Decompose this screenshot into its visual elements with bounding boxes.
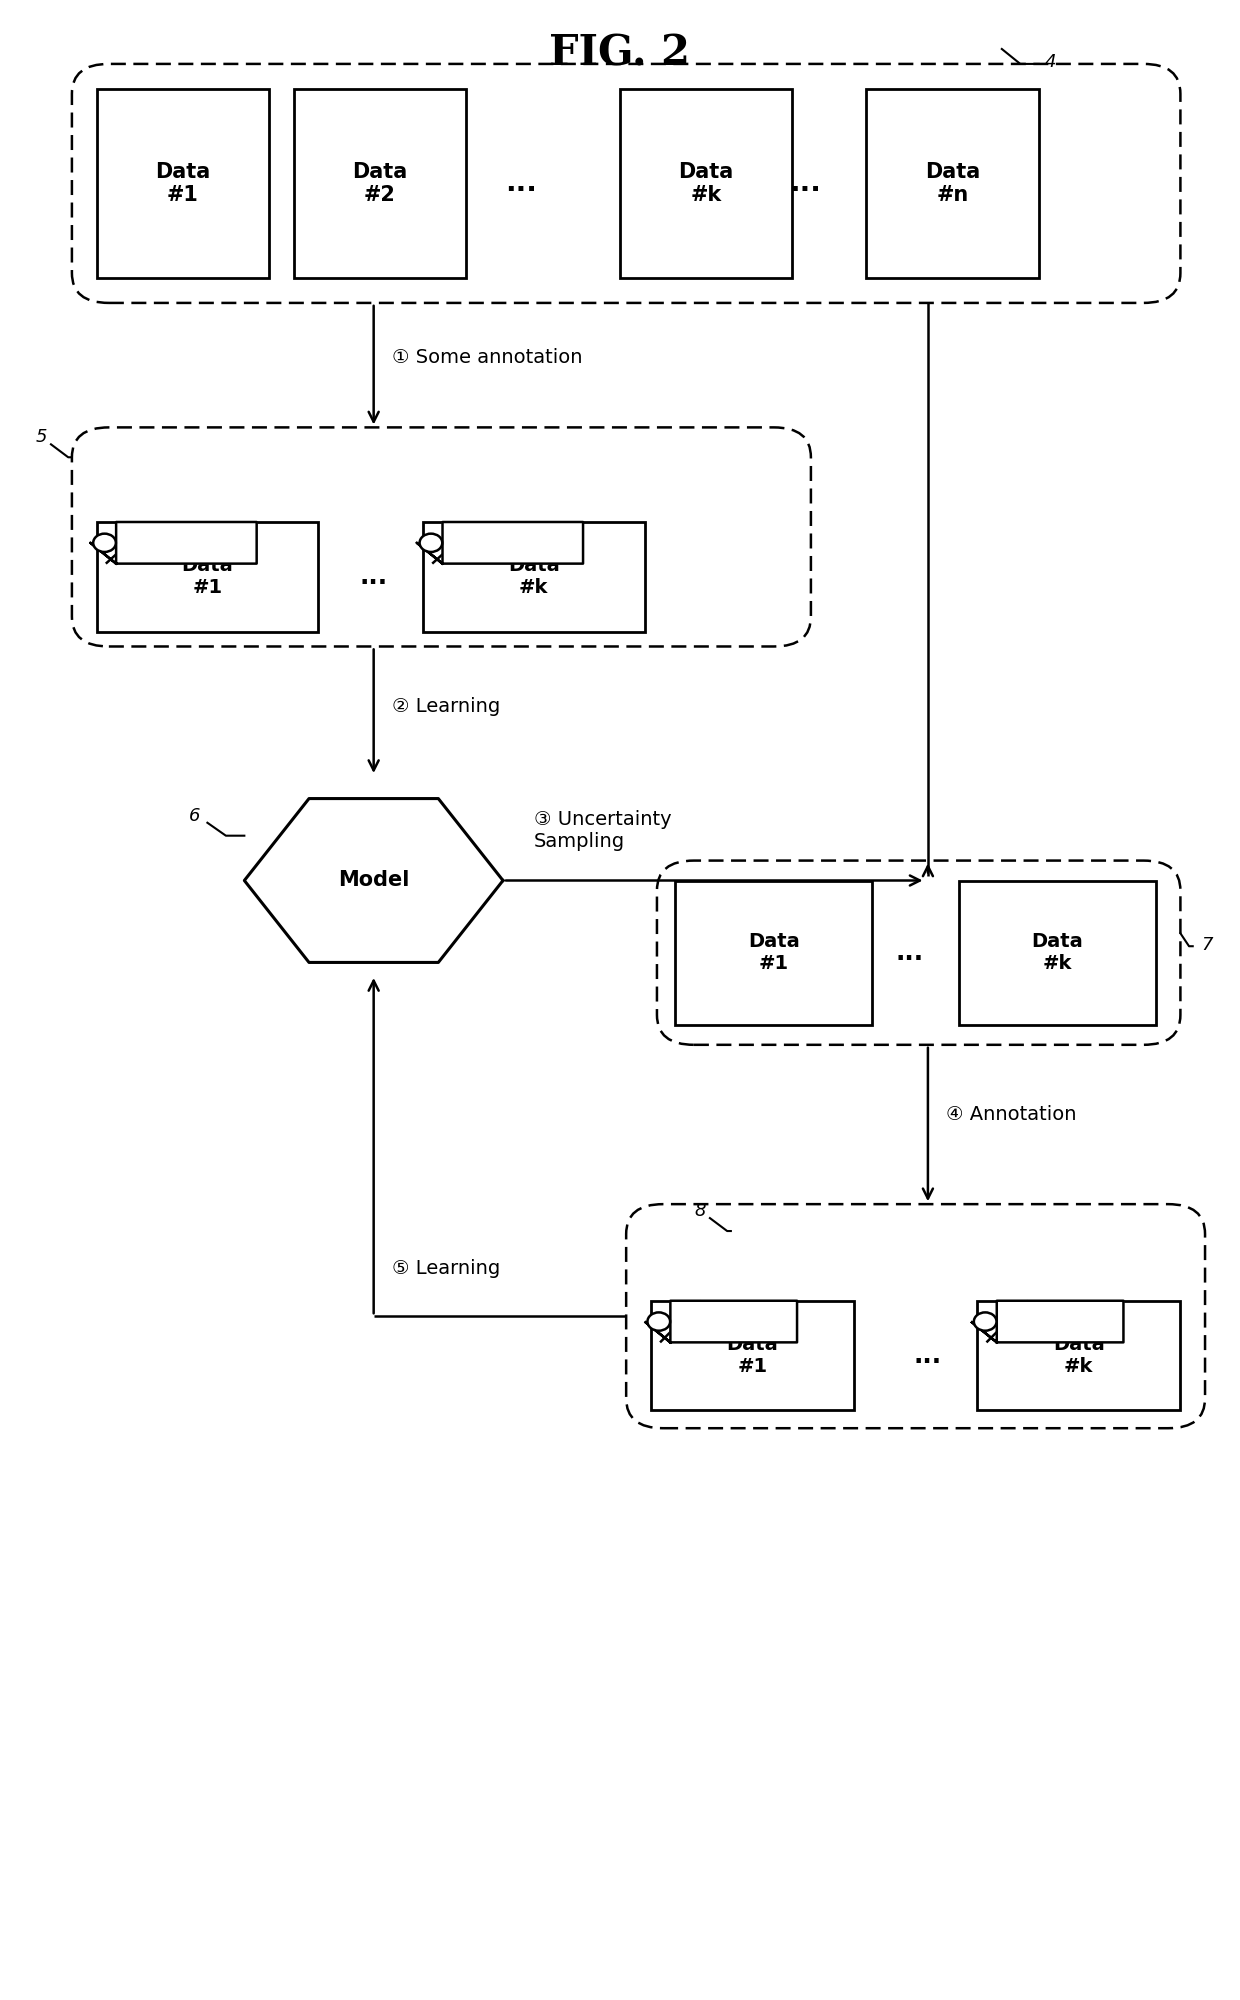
Text: 6: 6 [190, 806, 201, 824]
Text: Data
#1: Data #1 [727, 1336, 779, 1376]
Text: ...: ... [360, 564, 388, 588]
FancyBboxPatch shape [294, 88, 466, 278]
Polygon shape [244, 798, 503, 962]
Circle shape [93, 534, 115, 552]
FancyBboxPatch shape [72, 64, 1180, 302]
Text: ...: ... [895, 940, 924, 964]
Circle shape [647, 1312, 670, 1330]
Text: Data
#2: Data #2 [352, 162, 408, 206]
Text: Data
#k: Data #k [1032, 932, 1083, 974]
Polygon shape [645, 1300, 797, 1342]
FancyBboxPatch shape [97, 88, 269, 278]
Text: Data
#k: Data #k [508, 556, 559, 598]
Text: ③ Uncertainty
Sampling: ③ Uncertainty Sampling [533, 810, 671, 852]
FancyBboxPatch shape [657, 860, 1180, 1044]
Text: Data
#k: Data #k [678, 162, 734, 206]
Text: Data
#n: Data #n [925, 162, 980, 206]
FancyBboxPatch shape [959, 880, 1156, 1024]
Text: 7: 7 [1202, 936, 1213, 954]
Text: Data
#k: Data #k [1053, 1336, 1105, 1376]
Circle shape [419, 534, 443, 552]
Text: 5: 5 [36, 428, 47, 446]
Text: ...: ... [914, 1344, 942, 1368]
Circle shape [973, 1312, 997, 1330]
Text: Data
#1: Data #1 [155, 162, 211, 206]
Text: ④ Annotation: ④ Annotation [946, 1106, 1076, 1124]
Text: FIG. 2: FIG. 2 [549, 32, 691, 74]
FancyBboxPatch shape [72, 428, 811, 646]
Polygon shape [971, 1300, 1123, 1342]
FancyBboxPatch shape [651, 1300, 854, 1410]
Text: Model: Model [339, 870, 409, 890]
Text: ...: ... [789, 170, 821, 198]
FancyBboxPatch shape [97, 522, 319, 632]
Polygon shape [91, 522, 257, 564]
FancyBboxPatch shape [423, 522, 645, 632]
FancyBboxPatch shape [867, 88, 1039, 278]
FancyBboxPatch shape [620, 88, 792, 278]
FancyBboxPatch shape [626, 1204, 1205, 1428]
Text: 8: 8 [694, 1202, 706, 1220]
Text: ...: ... [506, 170, 537, 198]
Text: ① Some annotation: ① Some annotation [392, 348, 583, 368]
FancyBboxPatch shape [676, 880, 873, 1024]
Text: ② Learning: ② Learning [392, 696, 501, 716]
Polygon shape [417, 522, 583, 564]
Text: ⑤ Learning: ⑤ Learning [392, 1260, 501, 1278]
Text: 4: 4 [1045, 52, 1056, 70]
FancyBboxPatch shape [977, 1300, 1180, 1410]
Text: Data
#1: Data #1 [181, 556, 233, 598]
Text: Data
#1: Data #1 [748, 932, 800, 974]
